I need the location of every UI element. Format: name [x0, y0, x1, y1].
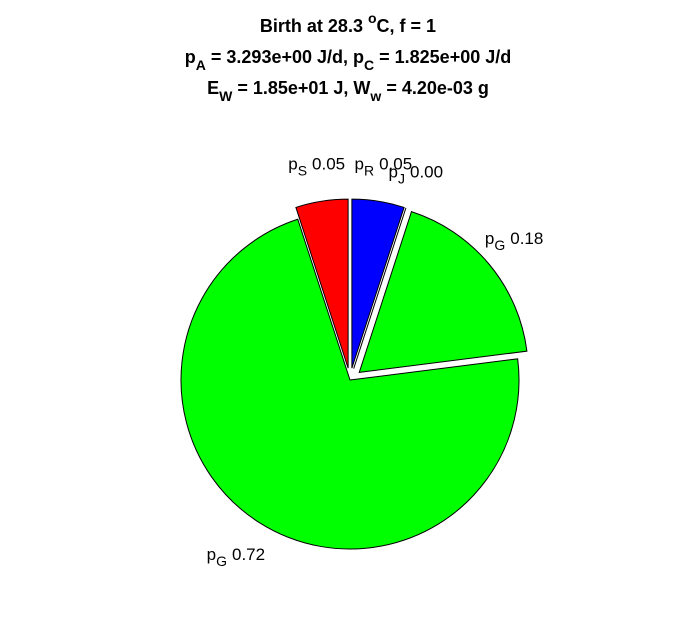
slice-label: pG 0.18 [485, 229, 543, 253]
title-text: = 1.825e+00 J/d [374, 47, 511, 67]
value-label: 0.00 [410, 162, 443, 181]
subscript: w [369, 88, 381, 104]
label-symbol: p [354, 155, 363, 174]
label-symbol: p [485, 229, 494, 248]
subscript: C [364, 57, 374, 73]
superscript: o [368, 10, 377, 26]
title-text: p [185, 47, 196, 67]
title-text: Birth at 28.3 [260, 16, 368, 36]
label-symbol: p [207, 545, 216, 564]
label-subscript: G [216, 553, 227, 569]
slice-label: pG 0.72 [207, 545, 265, 569]
pie-slice [353, 207, 407, 369]
slice-label: pR 0.05 [354, 155, 412, 179]
slice-label: pS 0.05 [288, 155, 345, 179]
subscript: A [196, 57, 206, 73]
label-subscript: S [298, 163, 307, 179]
chart-title: Birth at 28.3 oC, f = 1 [260, 10, 436, 36]
value-label: 0.05 [379, 155, 412, 174]
pie-slice [351, 198, 405, 369]
pie-slice [358, 210, 528, 373]
label-subscript: G [494, 237, 505, 253]
slice-label: pJ 0.00 [389, 162, 444, 186]
pie-slice [180, 218, 520, 550]
title-text: E [207, 78, 219, 98]
subscript: W [219, 88, 233, 104]
label-subscript: J [398, 170, 405, 186]
value-label: 0.72 [232, 545, 265, 564]
chart-title: EW = 1.85e+01 J, Ww = 4.20e-03 g [207, 78, 489, 104]
title-text: = 3.293e+00 J/d, p [206, 47, 364, 67]
label-subscript: R [364, 163, 374, 179]
label-symbol: p [389, 162, 398, 181]
title-text: C, f = 1 [377, 16, 437, 36]
value-label: 0.05 [312, 155, 345, 174]
label-symbol: p [288, 155, 297, 174]
chart-title: pA = 3.293e+00 J/d, pC = 1.825e+00 J/d [185, 47, 511, 73]
pie-slice [295, 198, 349, 369]
title-text: = 1.85e+01 J, W [232, 78, 370, 98]
value-label: 0.18 [510, 229, 543, 248]
title-text: = 4.20e-03 g [381, 78, 489, 98]
